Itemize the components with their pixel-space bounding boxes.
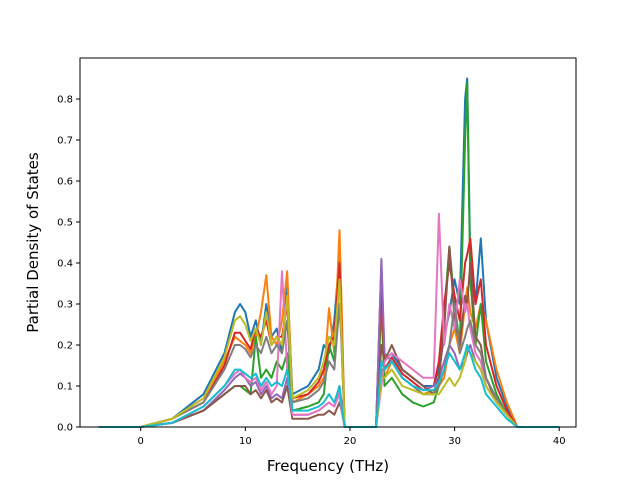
y-tick-label: 0.1 (57, 382, 73, 393)
series-line-2 (98, 229, 560, 428)
x-axis-ticks: 0 10 20 30 40 (138, 427, 566, 447)
y-axis-ticks: 0.0 0.1 0.2 0.3 0.4 0.5 0.6 0.7 0.8 (57, 95, 80, 434)
series-line-3 (98, 81, 560, 428)
x-tick-label: 40 (553, 436, 566, 447)
y-tick-label: 0.4 (57, 259, 73, 270)
y-tick-label: 0.7 (57, 136, 73, 147)
y-tick-label: 0.3 (57, 300, 73, 311)
x-axis-label: Frequency (THz) (267, 457, 389, 475)
x-tick-label: 10 (239, 436, 252, 447)
series-layer (98, 77, 560, 428)
x-tick-label: 20 (344, 436, 357, 447)
y-tick-label: 0.0 (57, 423, 73, 434)
y-tick-label: 0.2 (57, 341, 73, 352)
x-tick-label: 0 (138, 436, 144, 447)
x-tick-label: 30 (448, 436, 461, 447)
y-axis-label: Partial Density of States (24, 152, 42, 333)
y-tick-label: 0.6 (57, 177, 73, 188)
y-tick-label: 0.8 (57, 95, 73, 106)
y-tick-label: 0.5 (57, 218, 73, 229)
axes-frame (79, 57, 577, 428)
